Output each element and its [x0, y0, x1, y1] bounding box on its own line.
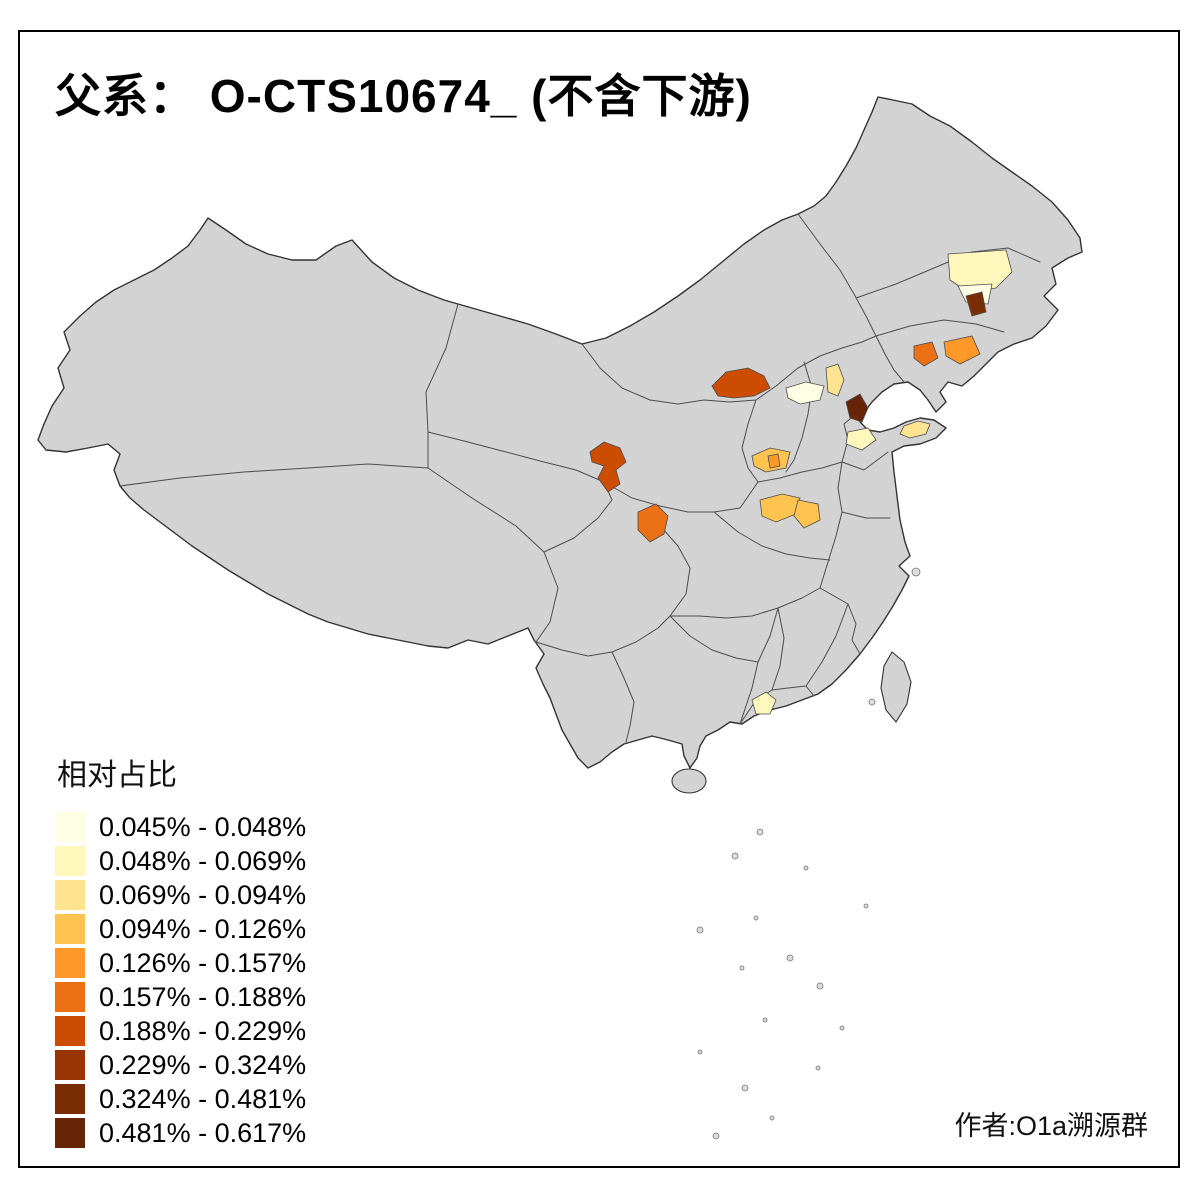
- legend-swatch: [55, 1050, 85, 1080]
- map-region-hebei-north-yellow: [825, 363, 845, 397]
- attribution: 作者:O1a溯源群: [954, 1111, 1148, 1141]
- legend-item: 0.229% - 0.324%: [55, 1050, 306, 1080]
- legend-swatch: [55, 982, 85, 1012]
- legend-item: 0.045% - 0.048%: [55, 812, 306, 842]
- legend-item: 0.048% - 0.069%: [55, 846, 306, 876]
- legend-items: 0.045% - 0.048% 0.048% - 0.069% 0.069% - 0…: [55, 812, 306, 1148]
- legend-label: 0.045% - 0.048%: [99, 811, 307, 842]
- legend-swatch: [55, 846, 85, 876]
- map-region-beijing-hebei-pale: [785, 381, 825, 405]
- map-region-bohai-south-pale: [845, 427, 877, 451]
- legend-swatch: [55, 914, 85, 944]
- china-mainland-shape: [37, 96, 1083, 769]
- legend-swatch: [55, 880, 85, 910]
- legend: 相对占比 0.045% - 0.048% 0.048% - 0.069% 0.069…: [55, 750, 306, 1152]
- legend-label: 0.188% - 0.229%: [99, 1015, 307, 1046]
- legend-label: 0.069% - 0.094%: [99, 879, 307, 910]
- legend-swatch: [55, 1016, 85, 1046]
- legend-label: 0.229% - 0.324%: [99, 1049, 307, 1080]
- legend-swatch: [55, 1118, 85, 1148]
- map-region-inner-mongolia-south: [711, 367, 771, 399]
- legend-swatch: [55, 948, 85, 978]
- highlighted-regions: [589, 249, 1013, 715]
- hainan-island-shape: [671, 768, 707, 794]
- map-region-shandong-sw-spot: [767, 453, 781, 469]
- legend-item: 0.324% - 0.481%: [55, 1084, 306, 1114]
- china-outline: [37, 96, 1083, 794]
- legend-swatch: [55, 1084, 85, 1114]
- legend-item: 0.069% - 0.094%: [55, 880, 306, 910]
- figure-title: 父系： O-CTS10674_ (不含下游): [55, 70, 752, 122]
- legend-label: 0.126% - 0.157%: [99, 947, 307, 978]
- map-region-liaoning-east: [943, 335, 981, 365]
- legend-item: 0.188% - 0.229%: [55, 1016, 306, 1046]
- legend-title: 相对占比: [57, 759, 177, 792]
- map-region-qinghai-east: [589, 441, 627, 493]
- map-region-ne-dark-spot: [965, 291, 987, 317]
- map-region-shaanxi-south: [637, 503, 669, 543]
- map-region-henan-east: [793, 499, 821, 529]
- legend-label: 0.157% - 0.188%: [99, 981, 307, 1012]
- map-region-shandong-peninsula: [899, 420, 931, 439]
- map-region-ne-pale-large: [947, 249, 1013, 293]
- taiwan-island-shape: [880, 651, 912, 723]
- legend-item: 0.157% - 0.188%: [55, 982, 306, 1012]
- map-region-guangdong-north: [751, 691, 777, 715]
- province-borders: [119, 213, 1041, 743]
- sea-islands: [696, 567, 921, 1140]
- legend-item: 0.126% - 0.157%: [55, 948, 306, 978]
- legend-swatch: [55, 812, 85, 842]
- legend-label: 0.094% - 0.126%: [99, 913, 307, 944]
- legend-item: 0.094% - 0.126%: [55, 914, 306, 944]
- legend-item: 0.481% - 0.617%: [55, 1118, 306, 1148]
- legend-label: 0.481% - 0.617%: [99, 1117, 307, 1148]
- map-region-liaoning-west: [913, 341, 939, 367]
- legend-label: 0.048% - 0.069%: [99, 845, 307, 876]
- legend-label: 0.324% - 0.481%: [99, 1083, 307, 1114]
- map-region-tianjin-dark: [845, 393, 869, 423]
